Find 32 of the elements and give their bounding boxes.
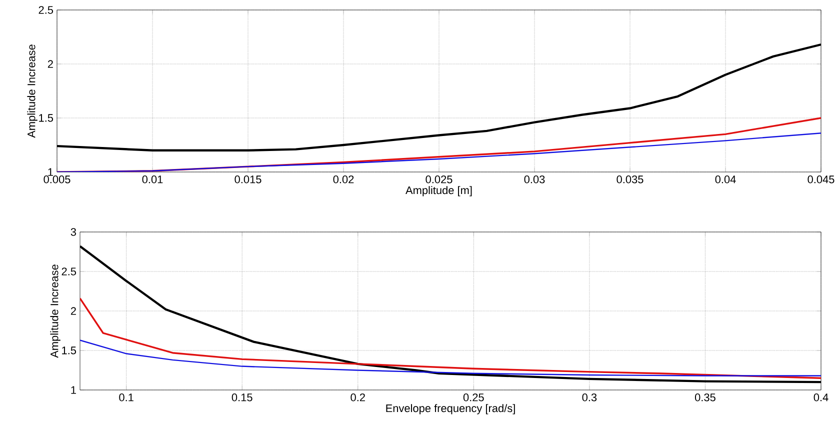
x-axis-title: Amplitude [m]	[406, 186, 472, 196]
x-tick-label: 0.045	[808, 176, 834, 184]
x-tick-label: 0.005	[44, 176, 70, 184]
x-axis-title: Envelope frequency [rad/s]	[386, 404, 515, 414]
x-tick-label: 0.035	[616, 176, 644, 184]
y-tick-label: 1	[71, 386, 76, 394]
x-tick-label: 0.3	[582, 394, 597, 402]
y-tick-label: 1.5	[39, 114, 54, 122]
x-tick-label: 0.35	[694, 394, 716, 402]
x-tick-label: 0.04	[715, 176, 736, 184]
y-axis-title: Amplitude Increase	[27, 44, 38, 138]
y-tick-label: 2	[70, 307, 76, 315]
x-tick-label: 0.02	[333, 176, 354, 184]
y-tick-label: 1	[48, 168, 53, 176]
y-axis-title: Amplitude Increase	[50, 264, 60, 358]
line-series	[80, 340, 822, 376]
x-tick-label: 0.015	[234, 176, 262, 184]
y-tick-label: 3	[70, 228, 76, 236]
y-tick-label: 2.5	[62, 268, 76, 276]
y-tick-label: 1.5	[62, 346, 76, 354]
y-tick-label: 2	[48, 60, 53, 68]
x-tick-label: 0.1	[119, 394, 134, 402]
x-tick-label: 0.15	[232, 394, 252, 402]
x-tick-label: 0.03	[524, 176, 545, 184]
x-tick-label: 0.4	[814, 394, 828, 402]
x-tick-label: 0.25	[463, 394, 484, 402]
x-tick-label: 0.2	[350, 394, 365, 402]
line-series	[80, 297, 822, 379]
y-tick-label: 2.5	[38, 6, 54, 14]
x-tick-label: 0.01	[142, 176, 163, 184]
line-series	[57, 132, 822, 172]
x-tick-label: 0.025	[426, 176, 452, 184]
